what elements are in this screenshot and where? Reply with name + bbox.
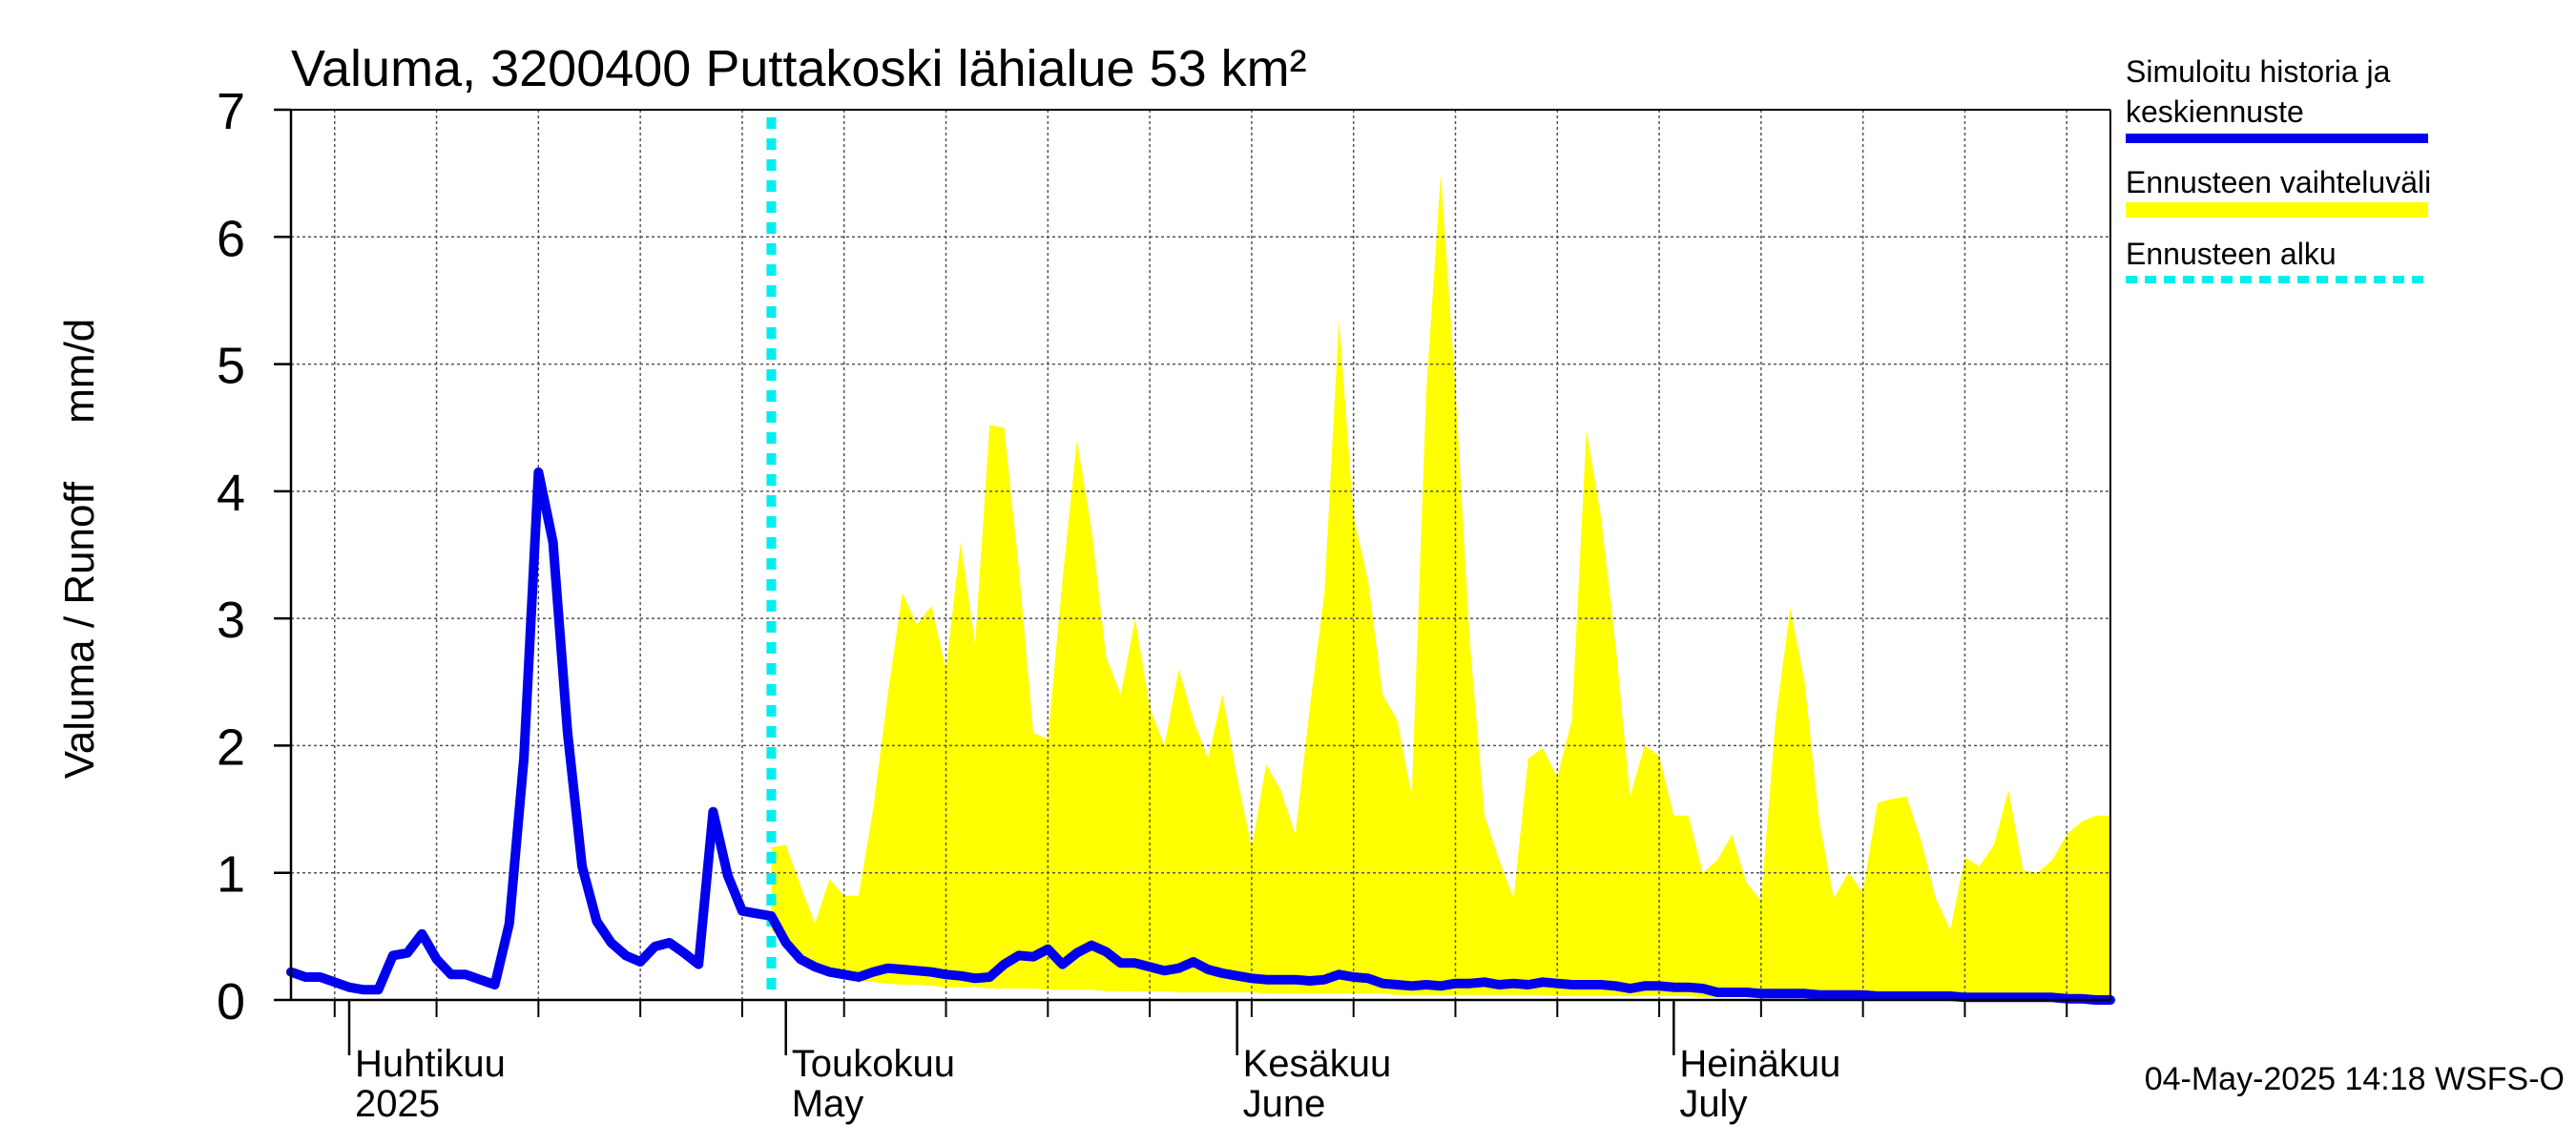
x-month-label-fi: Toukokuu: [792, 1043, 955, 1085]
x-month-label-en: May: [792, 1083, 864, 1125]
y-tick-label: 5: [217, 338, 245, 395]
chart-title: Valuma, 3200400 Puttakoski lähialue 53 k…: [291, 40, 1307, 97]
legend-swatch-range: [2126, 202, 2428, 218]
x-month-label-en: June: [1243, 1083, 1326, 1125]
x-month-label-fi: Huhtikuu: [355, 1043, 506, 1085]
legend-label-simulated-cont: keskiennuste: [2126, 94, 2304, 129]
y-tick-label: 7: [217, 83, 245, 140]
legend-label-forecast-start: Ennusteen alku: [2126, 237, 2337, 271]
forecast-range-layer: [771, 173, 2110, 999]
y-tick-label: 1: [217, 846, 245, 904]
legend-label-simulated: Simuloitu historia ja: [2126, 54, 2391, 89]
legend: Simuloitu historia ja keskiennuste Ennuste…: [2126, 54, 2431, 283]
simulated-runoff-line: [286, 467, 2115, 1005]
y-tick-label: 4: [217, 465, 245, 522]
timestamp-footer: 04-May-2025 14:18 WSFS-O: [2145, 1061, 2565, 1097]
y-tick-label: 3: [217, 592, 245, 649]
y-axis-label: Valuma / Runoff mm/d: [56, 319, 103, 780]
x-month-label-en: 2025: [355, 1083, 440, 1125]
axes-layer: 01234567Huhtikuu2025ToukokuuMayKesäkuuJu…: [217, 83, 2111, 1125]
x-month-label-fi: Kesäkuu: [1243, 1043, 1392, 1085]
series-line-layer: [286, 117, 2115, 1005]
forecast-range-band: [771, 173, 2110, 999]
x-month-label-en: July: [1679, 1083, 1747, 1125]
x-month-label-fi: Heinäkuu: [1679, 1043, 1840, 1085]
y-tick-label: 2: [217, 718, 245, 776]
y-tick-label: 6: [217, 210, 245, 267]
legend-label-range: Ennusteen vaihteluväli: [2126, 165, 2431, 199]
y-tick-label: 0: [217, 973, 245, 1030]
